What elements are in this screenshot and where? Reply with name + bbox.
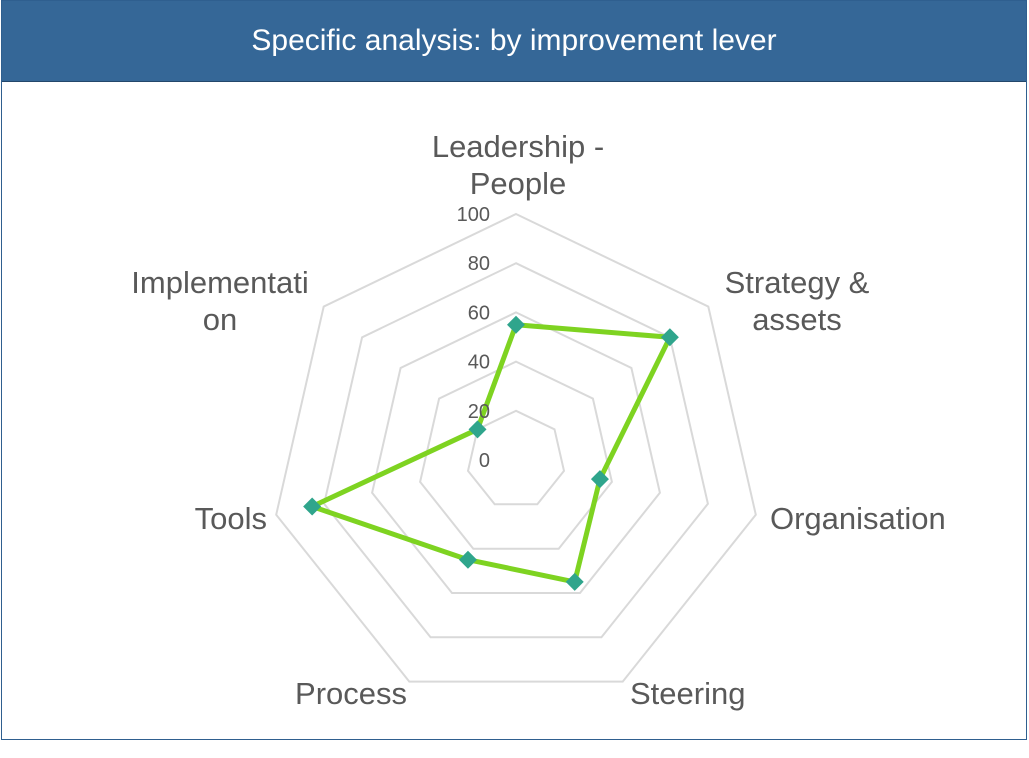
category-label: Leadership -People: [432, 129, 604, 201]
tick-label: 60: [468, 302, 490, 324]
category-label: Process: [295, 676, 407, 711]
category-label: Organisation: [770, 501, 946, 536]
radar-series: [303, 315, 679, 591]
data-point: [507, 315, 525, 334]
chart-header: Specific analysis: by improvement lever: [2, 1, 1026, 82]
series-line: [309, 322, 673, 585]
data-point: [590, 470, 609, 489]
data-point: [468, 420, 487, 439]
category-label: Strategy & assets: [725, 265, 870, 337]
category-label: Implementati on: [131, 265, 308, 337]
grid-ring-100: [275, 212, 757, 683]
tick-label: 100: [457, 204, 490, 226]
grid-ring-60: [371, 311, 661, 594]
data-point: [565, 572, 584, 591]
data-point: [303, 497, 322, 516]
data-point: [458, 550, 477, 569]
radar-category-labels: Leadership -People Strategy & assets Organi…: [131, 129, 946, 711]
tick-label: 0: [479, 450, 490, 472]
category-label: Steering: [630, 676, 745, 711]
chart-title: Specific analysis: by improvement lever: [251, 24, 777, 57]
grid-ring-40: [419, 360, 613, 550]
data-point: [660, 328, 679, 347]
grid-ring-80: [323, 262, 709, 639]
chart-frame: Specific analysis: by improvement lever: [1, 0, 1027, 740]
tick-label: 80: [468, 253, 490, 275]
tick-label: 20: [468, 401, 490, 423]
radar-tick-labels: 0 20 40 60 80 100: [457, 204, 490, 472]
radar-grid: [275, 212, 757, 683]
tick-label: 40: [468, 352, 490, 374]
category-label: Tools: [195, 501, 267, 536]
